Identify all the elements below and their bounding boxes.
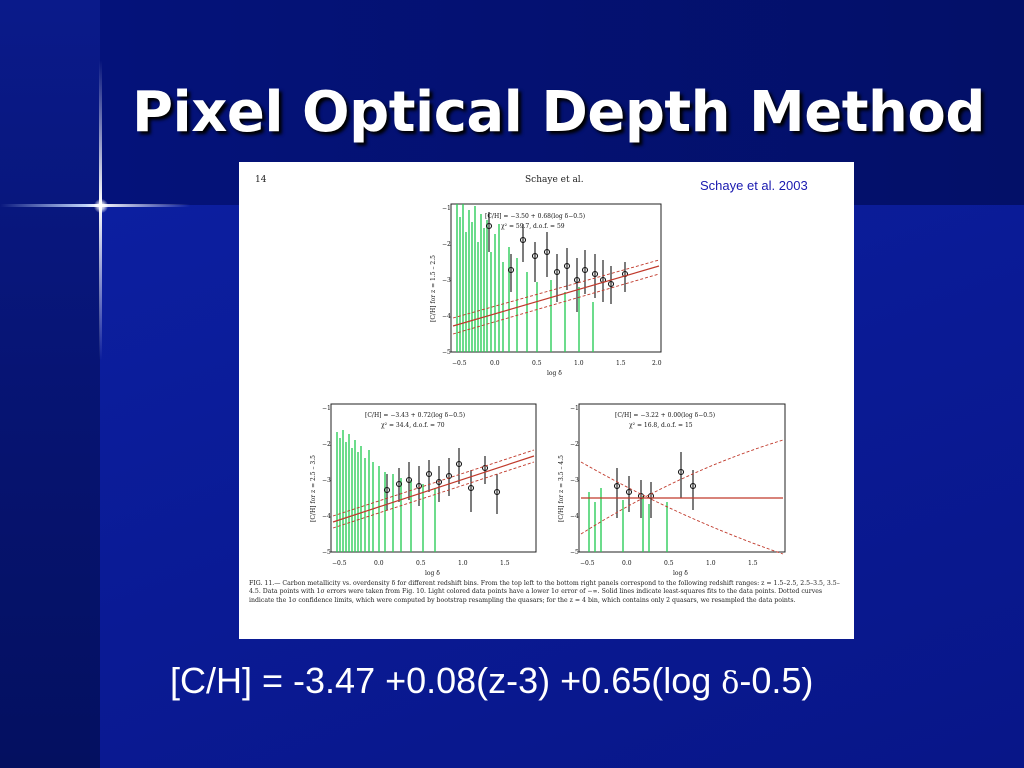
panel-bottom-right-black-data bbox=[613, 452, 697, 518]
panel-bottom-left-ytick: −2 bbox=[322, 441, 331, 448]
panel-top-ytick: −3 bbox=[442, 277, 451, 284]
panel-top-xtick: −0.5 bbox=[452, 360, 467, 367]
panel-bottom-left-green-data bbox=[336, 430, 436, 552]
citation-credit: Schaye et al. 2003 bbox=[700, 178, 808, 193]
panel-bottom-left-ytick: −4 bbox=[322, 513, 331, 520]
panel-bottom-left-xtick: 1.5 bbox=[500, 560, 510, 567]
panel-bottom-right-xtick: 1.0 bbox=[706, 560, 716, 567]
slide-title: Pixel Optical Depth Method bbox=[132, 80, 985, 145]
panel-bottom-left-ylabel: [C/H] for z = 2.5 – 3.5 bbox=[310, 455, 317, 522]
panel-bottom-left-xtick: 1.0 bbox=[458, 560, 468, 567]
panel-bottom-left-chi-text: χ² = 34.4, d.o.f. = 70 bbox=[381, 422, 445, 429]
figure-running-head: Schaye et al. bbox=[525, 175, 584, 185]
figure-caption: FIG. 11.— Carbon metallicity vs. overden… bbox=[249, 580, 840, 604]
equation: [C/H] = -3.47 +0.08(z-3) +0.65(log δ-0.5… bbox=[170, 660, 813, 702]
panel-bottom-right-green-data bbox=[588, 488, 668, 552]
delta-symbol: δ bbox=[721, 666, 740, 701]
panel-bottom-right-xtick: 0.5 bbox=[664, 560, 674, 567]
panel-top-black-data bbox=[485, 212, 629, 312]
panel-top-fit-lines bbox=[452, 259, 660, 335]
panel-top-ytick: −1 bbox=[442, 205, 451, 212]
panel-bottom-right-chi-text: χ² = 16.8, d.o.f. = 15 bbox=[629, 422, 693, 429]
panel-bottom-left-xtick: −0.5 bbox=[332, 560, 347, 567]
panel-bottom-right-ytick: −4 bbox=[570, 513, 579, 520]
panel-bottom-right-xtick: 1.5 bbox=[748, 560, 758, 567]
panel-bottom-left-black-data bbox=[383, 448, 501, 514]
panel-bottom-left-ytick: −1 bbox=[322, 405, 331, 412]
panel-bottom-left-xtick: 0.0 bbox=[374, 560, 384, 567]
panel-top-xtick: 0.0 bbox=[490, 360, 500, 367]
background-left-band bbox=[0, 0, 100, 768]
panel-bottom-right-fit-text: [C/H] = −3.22 + 0.00(log δ−0.5) bbox=[615, 412, 715, 419]
panel-top-xtick: 1.5 bbox=[616, 360, 626, 367]
panel-top-chi-text: χ² = 59.7, d.o.f. = 59 bbox=[501, 223, 565, 230]
equation-part-2: -0.5) bbox=[739, 660, 814, 701]
panel-bottom-right-ytick: −3 bbox=[570, 477, 579, 484]
panel-bottom-left-fit-lines bbox=[332, 449, 535, 529]
panel-bottom-left-xtick: 0.5 bbox=[416, 560, 426, 567]
panel-top-xtick: 2.0 bbox=[652, 360, 662, 367]
panel-top-xlabel: log δ bbox=[547, 370, 562, 377]
panel-bottom-left-ytick: −5 bbox=[322, 549, 331, 556]
panel-top-ytick: −2 bbox=[442, 241, 451, 248]
panel-bottom-right-ylabel: [C/H] for z = 3.5 – 4.5 bbox=[558, 455, 565, 522]
panel-bottom-right-ytick: −1 bbox=[570, 405, 579, 412]
panel-top-ytick: −5 bbox=[442, 349, 451, 356]
panel-top-ytick: −4 bbox=[442, 313, 451, 320]
panel-bottom-right: [C/H] = −3.22 + 0.00(log δ−0.5) χ² = 16.… bbox=[558, 403, 786, 577]
panel-bottom-left: [C/H] = −3.43 + 0.72(log δ−0.5) χ² = 34.… bbox=[310, 403, 537, 577]
panel-bottom-left-fit-text: [C/H] = −3.43 + 0.72(log δ−0.5) bbox=[365, 412, 465, 419]
panel-bottom-right-ytick: −2 bbox=[570, 441, 579, 448]
panel-top: [C/H] = −3.50 + 0.68(log δ−0.5) χ² = 59.… bbox=[430, 203, 662, 377]
panel-top-xtick: 0.5 bbox=[532, 360, 542, 367]
panel-bottom-right-xlabel: log δ bbox=[673, 570, 688, 577]
panel-bottom-right-ytick: −5 bbox=[570, 549, 579, 556]
panel-top-green-data bbox=[456, 204, 594, 352]
panel-bottom-left-xlabel: log δ bbox=[425, 570, 440, 577]
paper-figure: 14 Schaye et al. bbox=[239, 162, 854, 639]
panel-bottom-right-fit-lines bbox=[580, 439, 784, 555]
panel-top-fit-text: [C/H] = −3.50 + 0.68(log δ−0.5) bbox=[485, 213, 585, 220]
panel-bottom-right-xtick: 0.0 bbox=[622, 560, 632, 567]
figure-page-number: 14 bbox=[255, 175, 267, 185]
panel-bottom-left-ytick: −3 bbox=[322, 477, 331, 484]
equation-part-1: [C/H] = -3.47 +0.08(z-3) +0.65(log bbox=[170, 660, 722, 701]
panel-bottom-right-xtick: −0.5 bbox=[580, 560, 595, 567]
panel-top-ylabel: [C/H] for z = 1.5 – 2.5 bbox=[430, 255, 437, 322]
panel-top-xtick: 1.0 bbox=[574, 360, 584, 367]
sparkle-icon bbox=[94, 199, 108, 213]
